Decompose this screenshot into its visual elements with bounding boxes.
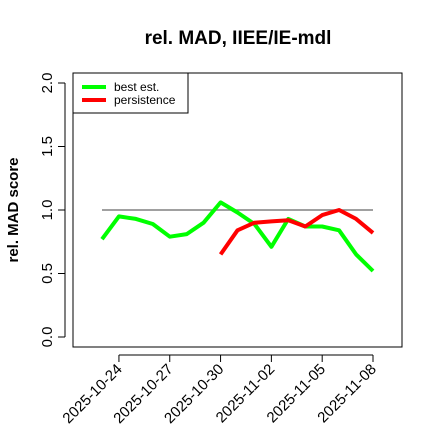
- y-tick-label: 2.0: [39, 73, 56, 94]
- legend-label: best est.: [114, 80, 159, 94]
- y-tick-label: 0.0: [39, 327, 56, 348]
- y-axis: 0.0 0.5 1.0 1.5 2.0: [39, 73, 66, 348]
- series-line-0: [100, 200, 375, 273]
- legend-box: [72, 72, 189, 114]
- series-line-1: [218, 208, 375, 256]
- y-tick-label: 0.5: [39, 263, 56, 284]
- y-axis-label: rel. MAD score: [5, 157, 22, 262]
- y-tick-label: 1.0: [39, 200, 56, 221]
- y-tick-label: 1.5: [39, 136, 56, 157]
- legend: best est.persistence: [72, 72, 189, 114]
- plot-frame: [72, 72, 403, 348]
- x-axis: 2025-10-242025-10-272025-10-302025-11-02…: [59, 354, 380, 427]
- series-layer: [100, 200, 375, 273]
- chart-title: rel. MAD, IIEE/IE-mdl: [145, 28, 332, 49]
- legend-label: persistence: [114, 93, 176, 107]
